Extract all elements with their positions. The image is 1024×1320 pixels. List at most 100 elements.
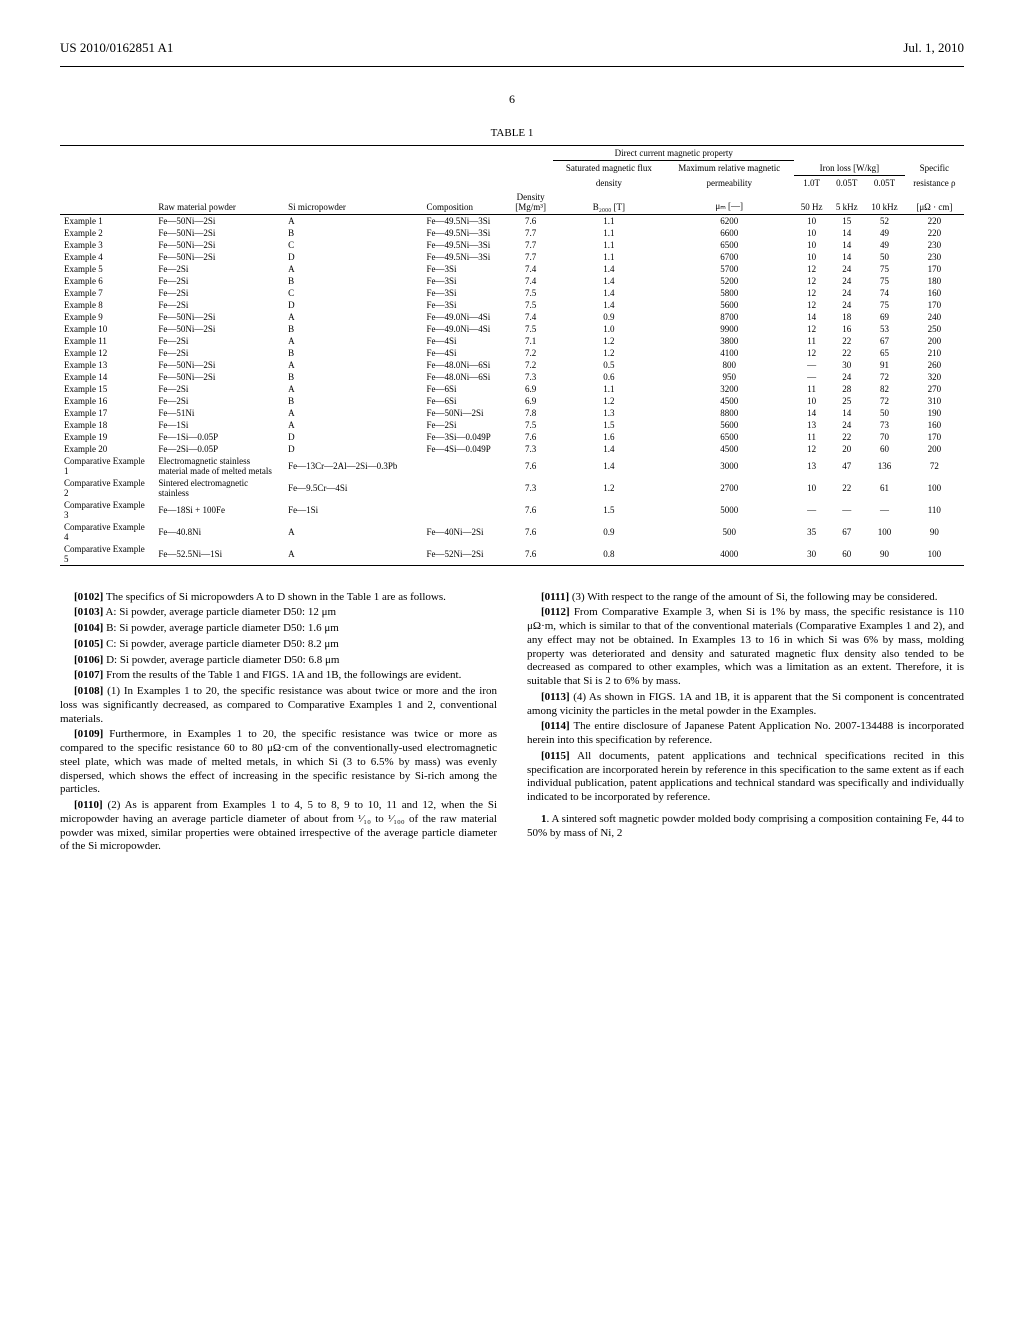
cell-b: 1.1 — [553, 239, 664, 251]
cell-b: 1.2 — [553, 477, 664, 499]
cell-d: 7.4 — [508, 311, 554, 323]
cell-i3: 65 — [864, 347, 904, 359]
cell-si: A — [284, 359, 422, 371]
cell-r: 170 — [905, 263, 964, 275]
table-row: Example 4Fe—50Ni—2SiDFe—49.5Ni—3Si7.71.1… — [60, 251, 964, 263]
table-row: Example 6Fe—2SiBFe—3Si7.41.4520012247518… — [60, 275, 964, 287]
cell-comp: Fe—3Si—0.049P — [423, 431, 508, 443]
cell-label: Example 17 — [60, 407, 154, 419]
cell-r: 210 — [905, 347, 964, 359]
cell-i1: 12 — [794, 347, 829, 359]
cell-label: Example 14 — [60, 371, 154, 383]
cell-raw: Fe—50Ni—2Si — [154, 323, 284, 335]
th-satflux-unit: B₂₀₀₀ [T] — [553, 190, 664, 215]
para-0108: [0108] (1) In Examples 1 to 20, the spec… — [60, 685, 497, 726]
cell-i1: 14 — [794, 407, 829, 419]
cell-label: Comparative Example 4 — [60, 521, 154, 543]
para-0105: [0105] C: Si powder, average particle di… — [60, 638, 497, 652]
cell-i2: 47 — [829, 455, 864, 477]
cell-r: 310 — [905, 395, 964, 407]
cell-i1: — — [794, 359, 829, 371]
cell-raw: Fe—50Ni—2Si — [154, 371, 284, 383]
cell-label: Comparative Example 5 — [60, 543, 154, 566]
cell-r: 160 — [905, 419, 964, 431]
cell-raw: Fe—51Ni — [154, 407, 284, 419]
th-dc-group: Direct current magnetic property — [553, 146, 794, 161]
table-row: Example 10Fe—50Ni—2SiBFe—49.0Ni—4Si7.51.… — [60, 323, 964, 335]
para-0106: [0106] D: Si powder, average particle di… — [60, 654, 497, 668]
cell-si: B — [284, 275, 422, 287]
table-row: Example 19Fe—1Si—0.05PDFe—3Si—0.049P7.61… — [60, 431, 964, 443]
cell-d: 7.1 — [508, 335, 554, 347]
cell-comp: Fe—49.5Ni—3Si — [423, 214, 508, 227]
cell-si: B — [284, 371, 422, 383]
th-il1-bot: 50 Hz — [794, 190, 829, 215]
cell-d: 7.4 — [508, 263, 554, 275]
cell-r: 100 — [905, 543, 964, 566]
cell-i2: 14 — [829, 251, 864, 263]
cell-si: A — [284, 263, 422, 275]
cell-i2: 14 — [829, 407, 864, 419]
cell-comp: Fe—48.0Ni—6Si — [423, 371, 508, 383]
cell-d: 7.7 — [508, 227, 554, 239]
cell-label: Example 18 — [60, 419, 154, 431]
cell-i2: 24 — [829, 371, 864, 383]
cell-i1: 11 — [794, 383, 829, 395]
cell-r: 320 — [905, 371, 964, 383]
cell-i2: 22 — [829, 477, 864, 499]
cell-i2: 24 — [829, 275, 864, 287]
cell-i2: 16 — [829, 323, 864, 335]
cell-r: 270 — [905, 383, 964, 395]
cell-label: Example 3 — [60, 239, 154, 251]
cell-i3: 72 — [864, 371, 904, 383]
cell-d: 7.2 — [508, 359, 554, 371]
cell-label: Example 8 — [60, 299, 154, 311]
cell-raw: Fe—2Si — [154, 395, 284, 407]
publication-date: Jul. 1, 2010 — [903, 40, 964, 56]
cell-comp: Fe—49.0Ni—4Si — [423, 323, 508, 335]
table-row: Example 5Fe—2SiAFe—3Si7.41.4570012247517… — [60, 263, 964, 275]
table-row: Example 14Fe—50Ni—2SiBFe—48.0Ni—6Si7.30.… — [60, 371, 964, 383]
cell-i3: 49 — [864, 227, 904, 239]
cell-i3: 73 — [864, 419, 904, 431]
cell-i1: 12 — [794, 275, 829, 287]
cell-i3: 67 — [864, 335, 904, 347]
cell-d: 7.6 — [508, 521, 554, 543]
cell-label: Example 12 — [60, 347, 154, 359]
cell-d: 7.6 — [508, 543, 554, 566]
th-comp: Composition — [423, 190, 508, 215]
cell-i2: 15 — [829, 214, 864, 227]
table-row: Example 1Fe—50Ni—2SiAFe—49.5Ni—3Si7.61.1… — [60, 214, 964, 227]
cell-b: 1.2 — [553, 335, 664, 347]
cell-b: 1.5 — [553, 419, 664, 431]
cell-raw: Fe—2Si — [154, 347, 284, 359]
table-caption: TABLE 1 — [60, 127, 964, 139]
cell-label: Example 6 — [60, 275, 154, 287]
cell-si: A — [284, 214, 422, 227]
cell-i3: 52 — [864, 214, 904, 227]
cell-mu: 4100 — [664, 347, 794, 359]
para-0107: [0107] From the results of the Table 1 a… — [60, 669, 497, 683]
cell-si: A — [284, 383, 422, 395]
cell-comp: Fe—40Ni—2Si — [423, 521, 508, 543]
cell-b: 1.6 — [553, 431, 664, 443]
cell-comp: Fe—3Si — [423, 263, 508, 275]
cell-d: 7.8 — [508, 407, 554, 419]
data-table: Direct current magnetic property Saturat… — [60, 145, 964, 566]
cell-mu: 5800 — [664, 287, 794, 299]
cell-r: 100 — [905, 477, 964, 499]
cell-b: 1.2 — [553, 395, 664, 407]
cell-i1: — — [794, 371, 829, 383]
cell-d: 7.7 — [508, 251, 554, 263]
para-0109: [0109] Furthermore, in Examples 1 to 20,… — [60, 728, 497, 797]
cell-d: 7.3 — [508, 477, 554, 499]
cell-i3: 53 — [864, 323, 904, 335]
cell-i1: 12 — [794, 287, 829, 299]
cell-i2: 22 — [829, 347, 864, 359]
cell-r: 180 — [905, 275, 964, 287]
cell-si: A — [284, 335, 422, 347]
cell-i2: 20 — [829, 443, 864, 455]
cell-raw: Fe—2Si — [154, 383, 284, 395]
cell-i2: 22 — [829, 431, 864, 443]
cell-r: 170 — [905, 431, 964, 443]
